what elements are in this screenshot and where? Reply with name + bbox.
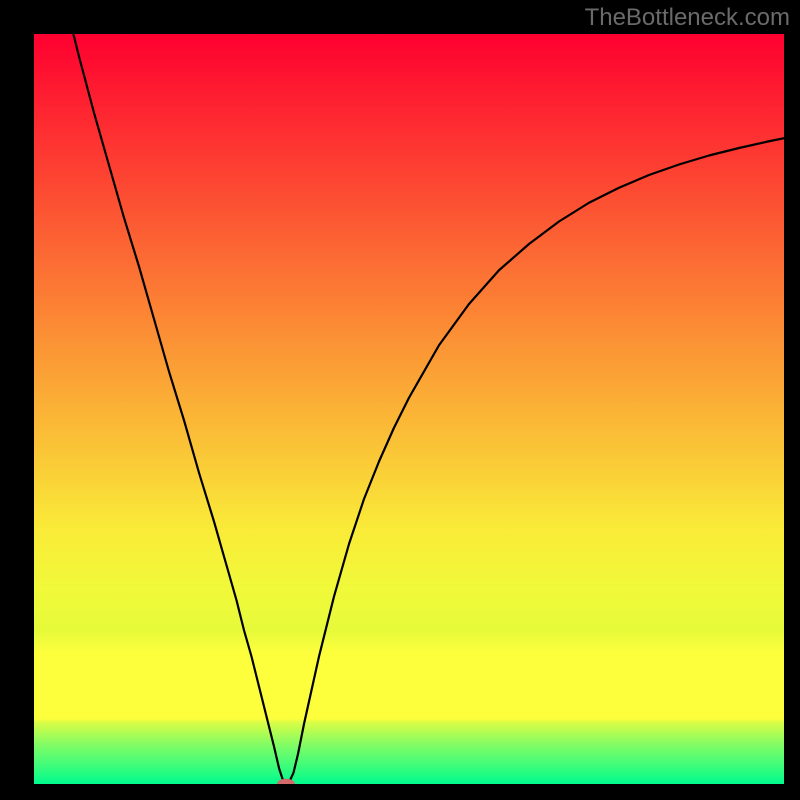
plot-svg (0, 0, 800, 800)
chart-container: TheBottleneck.com (0, 0, 800, 800)
gradient-background (34, 34, 784, 784)
watermark-label: TheBottleneck.com (585, 4, 790, 32)
minimum-marker (277, 779, 295, 790)
